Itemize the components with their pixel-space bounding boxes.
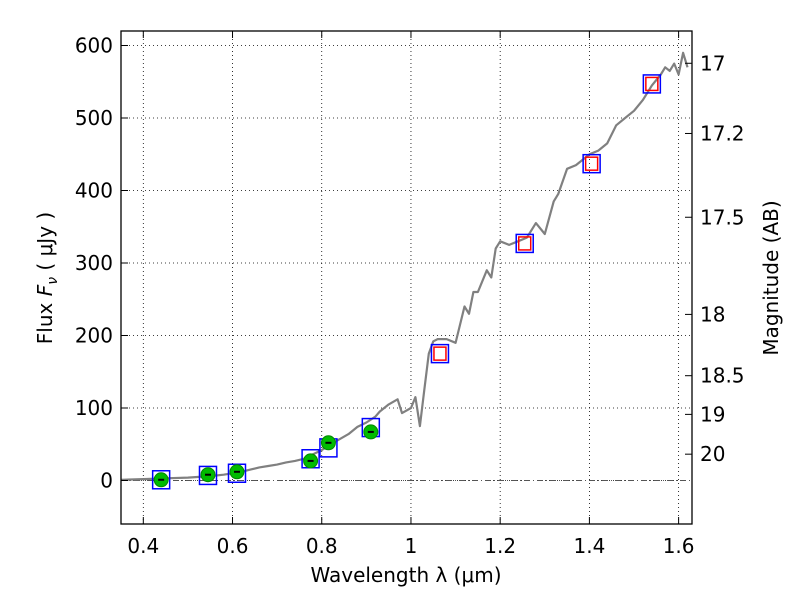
y-axis: 0 100 200 300 400 500 600: [75, 34, 128, 493]
magnitude-axis: 17 17.2 17.5 18 18.5 19 20: [685, 51, 745, 466]
magnitude-tick-label: 19: [700, 402, 725, 426]
y-axis-title-symbol: F: [33, 284, 57, 296]
x-axis: 0.4 0.6 0.8 1 1.2 1.4 1.6: [127, 31, 695, 558]
blue-square-point: [582, 153, 601, 174]
magnitude-tick-label: 20: [700, 442, 725, 466]
magnitude-tick-label: 18: [700, 302, 725, 326]
y-tick-label: 100: [75, 396, 113, 420]
x-tick-label: 0.4: [127, 534, 159, 558]
red-square-point: [517, 236, 532, 251]
y-tick-label: 300: [75, 251, 113, 275]
magnitude-tick-label: 17: [700, 51, 725, 75]
x-tick-label: 1: [405, 534, 418, 558]
y-axis-title-subscript: ν: [45, 277, 61, 285]
blue-square-point: [227, 463, 247, 483]
y-tick-label: 600: [75, 34, 113, 58]
y-tick-label: 200: [75, 324, 113, 348]
magnitude-axis-title: Magnitude (AB): [759, 200, 783, 355]
plot-frame: [120, 30, 693, 525]
x-tick-label: 0.8: [306, 534, 338, 558]
y-axis-title-pre: Flux: [33, 296, 57, 344]
spectrum-line: [120, 51, 689, 481]
y-axis-title: Flux Fν ( μJy ): [33, 212, 61, 344]
red-square-point: [433, 346, 447, 361]
red-square-point: [584, 156, 599, 171]
x-tick-label: 1.6: [663, 534, 695, 558]
red-square-point: [645, 76, 659, 92]
x-tick-label: 1.2: [484, 534, 516, 558]
data-layer: [120, 51, 689, 490]
x-tick-label: 1.4: [573, 534, 605, 558]
y-axis-title-post: ( μJy ): [33, 212, 57, 277]
blue-square-point: [198, 465, 218, 486]
magnitude-tick-label: 17.5: [700, 205, 745, 229]
blue-square-point: [151, 470, 171, 490]
y-tick-label: 0: [100, 469, 113, 493]
x-axis-title: Wavelength λ (μm): [310, 563, 501, 587]
magnitude-tick-label: 18.5: [700, 364, 745, 388]
y-tick-label: 400: [75, 179, 113, 203]
blue-square-point: [642, 74, 662, 94]
blue-square-point: [430, 343, 450, 364]
magnitude-tick-label: 17.2: [700, 121, 745, 145]
blue-square-point: [515, 233, 534, 254]
y-tick-label: 500: [75, 106, 113, 130]
grid: [121, 31, 692, 524]
x-tick-label: 0.6: [217, 534, 249, 558]
